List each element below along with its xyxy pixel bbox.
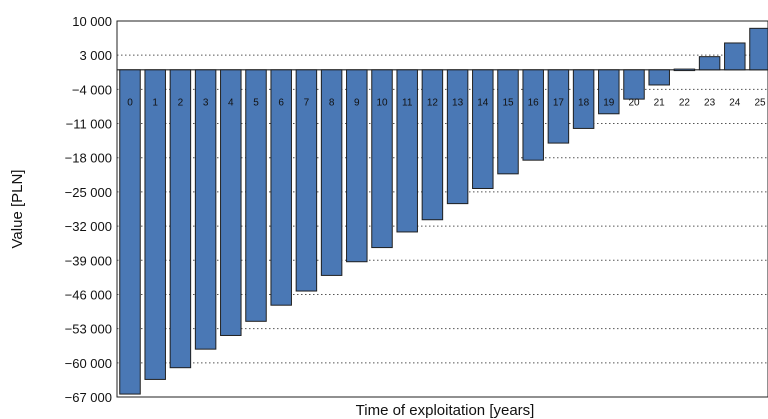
y-tick-label: −53 000 bbox=[65, 322, 112, 337]
y-tick-label: −67 000 bbox=[65, 390, 112, 405]
bar-year-13 bbox=[446, 69, 469, 205]
category-label: 6 bbox=[278, 97, 284, 108]
y-tick-label: −11 000 bbox=[66, 117, 112, 132]
category-label: 8 bbox=[329, 97, 335, 108]
category-label: 20 bbox=[628, 97, 640, 108]
y-tick-label: −32 000 bbox=[65, 219, 112, 234]
bar-year-24 bbox=[724, 42, 746, 71]
bar-year-19 bbox=[598, 69, 620, 115]
y-axis-label: Value [PLN] bbox=[9, 170, 26, 249]
bar-year-23 bbox=[698, 56, 721, 71]
bar-year-22 bbox=[673, 68, 696, 72]
bar-year-11 bbox=[396, 69, 418, 233]
category-label: 23 bbox=[704, 97, 716, 108]
y-tick-label: −18 000 bbox=[65, 151, 112, 166]
y-tick-label: −25 000 bbox=[65, 185, 112, 200]
category-label: 18 bbox=[578, 97, 590, 108]
category-label: 22 bbox=[679, 97, 691, 108]
category-label: 10 bbox=[376, 97, 388, 108]
plot-frame bbox=[116, 20, 768, 398]
category-label: 14 bbox=[477, 97, 489, 108]
category-label: 11 bbox=[402, 97, 413, 108]
x-axis-label: Time of exploitation [years] bbox=[356, 402, 535, 419]
bar-year-10 bbox=[371, 69, 393, 249]
category-label: 1 bbox=[152, 97, 158, 108]
bar-year-6 bbox=[270, 69, 292, 306]
y-tick-label: −39 000 bbox=[65, 253, 112, 268]
bar-year-7 bbox=[295, 69, 318, 292]
bar-year-9 bbox=[346, 69, 368, 263]
category-label: 2 bbox=[178, 97, 184, 108]
y-tick-label: 10 000 bbox=[72, 14, 112, 29]
y-tick-label: −46 000 bbox=[65, 287, 112, 302]
bar-year-2 bbox=[169, 69, 192, 369]
bar-year-18 bbox=[572, 69, 595, 129]
bar-year-5 bbox=[245, 69, 267, 322]
bar-year-20 bbox=[623, 69, 645, 100]
bar-year-12 bbox=[421, 69, 444, 221]
y-tick-label: −4 000 bbox=[72, 82, 112, 97]
bar-year-8 bbox=[320, 69, 343, 276]
category-label: 5 bbox=[253, 97, 259, 108]
category-label: 9 bbox=[354, 97, 360, 108]
category-label: 17 bbox=[553, 97, 565, 108]
y-tick-labels: 10 000 3 000 −4 000 −11 000 −18 000 −25 000 −3… bbox=[65, 14, 112, 405]
bar-year-4 bbox=[220, 69, 242, 336]
bars bbox=[119, 27, 768, 395]
category-label: 12 bbox=[427, 97, 439, 108]
bar-year-1 bbox=[144, 69, 166, 380]
bar-year-17 bbox=[547, 69, 570, 144]
category-label: 15 bbox=[502, 97, 514, 108]
category-label: 25 bbox=[754, 97, 766, 108]
bar-year-16 bbox=[522, 69, 544, 161]
category-label: 24 bbox=[729, 97, 741, 108]
category-label: 7 bbox=[304, 97, 310, 108]
category-label: 4 bbox=[228, 97, 234, 108]
category-label: 19 bbox=[603, 97, 615, 108]
bar-year-14 bbox=[472, 69, 494, 189]
bar-year-3 bbox=[194, 69, 217, 350]
category-label: 21 bbox=[654, 97, 666, 108]
y-tick-label: 3 000 bbox=[79, 48, 112, 63]
bar-year-15 bbox=[497, 69, 519, 175]
bar-year-0 bbox=[119, 69, 141, 395]
category-label: 0 bbox=[127, 97, 133, 108]
category-label: 16 bbox=[528, 97, 540, 108]
category-labels: 0 1 2 3 4 5 6 7 8 9 10 11 12 13 14 15 16 17 18 19 20 21 22 23 24… bbox=[127, 97, 766, 108]
y-tick-label: −60 000 bbox=[65, 356, 112, 371]
bar-year-25 bbox=[749, 27, 768, 71]
category-label: 13 bbox=[452, 97, 464, 108]
category-label: 3 bbox=[203, 97, 209, 108]
bar-year-21 bbox=[648, 69, 670, 86]
